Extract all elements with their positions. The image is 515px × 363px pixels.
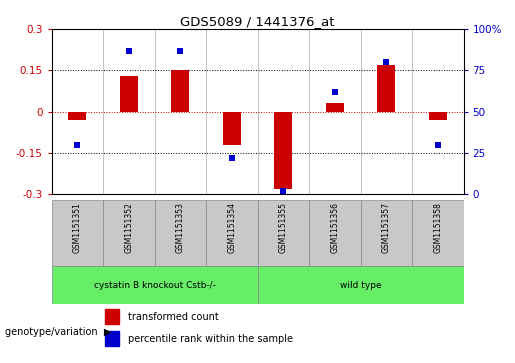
Text: GSM1151355: GSM1151355 bbox=[279, 202, 288, 253]
Bar bbox=[154, 200, 206, 266]
Bar bbox=[274, 112, 293, 189]
Point bbox=[125, 48, 133, 53]
Bar bbox=[52, 266, 258, 305]
Bar bbox=[258, 266, 464, 305]
Text: wild type: wild type bbox=[340, 281, 381, 290]
Text: GSM1151353: GSM1151353 bbox=[176, 202, 185, 253]
Bar bbox=[105, 309, 119, 324]
Text: cystatin B knockout Cstb-/-: cystatin B knockout Cstb-/- bbox=[94, 281, 215, 290]
Text: percentile rank within the sample: percentile rank within the sample bbox=[128, 334, 293, 344]
Bar bbox=[119, 76, 138, 112]
Text: genotype/variation  ▶: genotype/variation ▶ bbox=[5, 327, 112, 337]
Bar bbox=[258, 200, 309, 266]
Bar bbox=[105, 331, 119, 346]
Bar bbox=[68, 112, 86, 120]
Text: GSM1151358: GSM1151358 bbox=[433, 202, 442, 253]
Bar bbox=[206, 200, 258, 266]
Point bbox=[176, 48, 184, 53]
Bar bbox=[325, 103, 344, 112]
Bar bbox=[377, 65, 396, 112]
Bar bbox=[309, 200, 360, 266]
Bar bbox=[52, 200, 103, 266]
Point bbox=[228, 155, 236, 161]
Text: GSM1151352: GSM1151352 bbox=[124, 202, 133, 253]
Bar bbox=[171, 70, 189, 112]
Title: GDS5089 / 1441376_at: GDS5089 / 1441376_at bbox=[180, 15, 335, 28]
Point bbox=[279, 188, 287, 194]
Text: GSM1151351: GSM1151351 bbox=[73, 202, 82, 253]
Point bbox=[73, 142, 81, 148]
Bar bbox=[412, 200, 464, 266]
Text: transformed count: transformed count bbox=[128, 312, 218, 322]
Point bbox=[434, 142, 442, 148]
Bar bbox=[428, 112, 447, 120]
Text: GSM1151354: GSM1151354 bbox=[227, 202, 236, 253]
Bar bbox=[222, 112, 241, 145]
Point bbox=[382, 59, 390, 65]
Bar bbox=[103, 200, 154, 266]
Text: GSM1151356: GSM1151356 bbox=[330, 202, 339, 253]
Text: GSM1151357: GSM1151357 bbox=[382, 202, 391, 253]
Point bbox=[331, 89, 339, 95]
Bar bbox=[360, 200, 412, 266]
